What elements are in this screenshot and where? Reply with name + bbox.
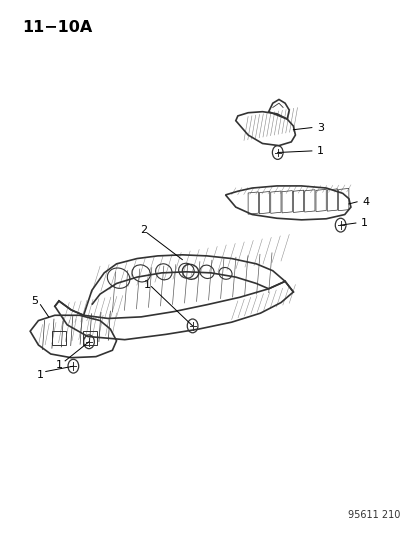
Text: 1: 1	[316, 146, 323, 156]
Bar	[83, 332, 97, 345]
Text: 3: 3	[316, 123, 323, 133]
Text: 5: 5	[31, 296, 38, 306]
Text: 4: 4	[361, 197, 369, 207]
Text: 95611 210: 95611 210	[347, 510, 399, 520]
Text: 1: 1	[37, 370, 44, 379]
Text: 1: 1	[55, 360, 62, 369]
Bar	[52, 332, 66, 345]
Text: 11−10A: 11−10A	[22, 20, 92, 35]
Text: 1: 1	[144, 279, 150, 289]
Text: 1: 1	[360, 218, 367, 228]
Text: 2: 2	[139, 225, 147, 236]
